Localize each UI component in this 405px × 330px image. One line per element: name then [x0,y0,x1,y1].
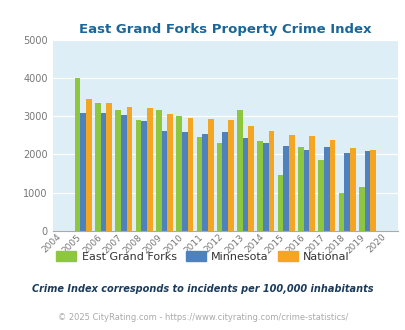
Text: Crime Index corresponds to incidents per 100,000 inhabitants: Crime Index corresponds to incidents per… [32,284,373,294]
Bar [115,111,121,231]
Legend: East Grand Forks, Minnesota, National: East Grand Forks, Minnesota, National [51,247,354,266]
Bar [309,136,314,231]
Bar [126,107,132,231]
Bar [141,121,147,231]
Bar [248,126,254,231]
Bar [181,132,187,231]
Bar [318,160,323,231]
Bar [297,147,303,231]
Bar [176,116,181,231]
Bar [167,114,173,231]
Bar [288,135,294,231]
Bar [156,111,161,231]
Bar [187,118,193,231]
Bar [369,150,375,231]
Bar [135,120,141,231]
Bar [364,150,369,231]
Bar [121,115,126,231]
Title: East Grand Forks Property Crime Index: East Grand Forks Property Crime Index [79,23,371,36]
Bar [349,148,355,231]
Bar [196,137,202,231]
Bar [237,111,242,231]
Bar [147,108,152,231]
Bar [207,119,213,231]
Bar [86,99,92,231]
Bar [257,141,262,231]
Bar [161,131,167,231]
Bar [100,113,106,231]
Bar [75,78,80,231]
Bar [202,134,207,231]
Bar [343,153,349,231]
Bar [329,140,335,231]
Bar [323,147,329,231]
Bar [262,143,268,231]
Bar [242,138,248,231]
Bar [222,132,228,231]
Bar [283,146,288,231]
Text: © 2025 CityRating.com - https://www.cityrating.com/crime-statistics/: © 2025 CityRating.com - https://www.city… [58,313,347,322]
Bar [106,103,112,231]
Bar [338,193,343,231]
Bar [303,150,309,231]
Bar [95,103,100,231]
Bar [358,187,364,231]
Bar [80,113,86,231]
Bar [268,131,274,231]
Bar [228,120,233,231]
Bar [216,143,222,231]
Bar [277,176,283,231]
